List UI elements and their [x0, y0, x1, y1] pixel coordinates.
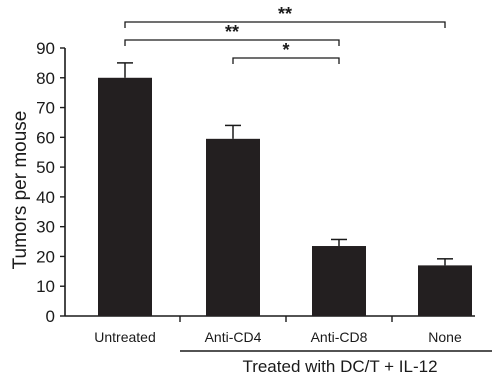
labels-layer: 0 10 20 30 40 50 60 70 80 90 Untreated Anti-CD4 Anti…	[10, 39, 462, 376]
x-tick-label: Anti-CD4	[205, 329, 262, 345]
x-tick-label: Untreated	[94, 329, 155, 345]
y-tick-label: 10	[36, 277, 55, 296]
significance-label: **	[225, 22, 239, 42]
y-tick-label: 0	[46, 307, 55, 326]
y-tick-label: 80	[36, 69, 55, 88]
significance-bracket	[124, 39, 340, 46]
y-tick-label: 70	[36, 99, 55, 118]
bar-untreated	[98, 77, 152, 317]
bars-layer	[98, 62, 472, 317]
bar-anti-cd4	[206, 138, 260, 316]
y-tick-label: 90	[36, 39, 55, 58]
x-tick-label: None	[428, 329, 462, 345]
significance-label: *	[282, 40, 289, 60]
x-tick-label: Anti-CD8	[311, 329, 368, 345]
group-label: Treated with DC/T + IL-12	[242, 357, 437, 376]
y-tick-label: 20	[36, 247, 55, 266]
y-tick-label: 30	[36, 218, 55, 237]
significance-bracket	[124, 21, 446, 28]
y-axis-title: Tumors per mouse	[10, 111, 31, 270]
y-tick-label: 60	[36, 128, 55, 147]
bar-anti-cd8	[312, 246, 366, 316]
significance-bracket	[232, 57, 340, 64]
y-tick-label: 40	[36, 188, 55, 207]
significance-label: **	[278, 4, 292, 24]
significance-layer: *****	[124, 4, 446, 64]
y-tick-label: 50	[36, 158, 55, 177]
bar-none	[418, 265, 472, 316]
